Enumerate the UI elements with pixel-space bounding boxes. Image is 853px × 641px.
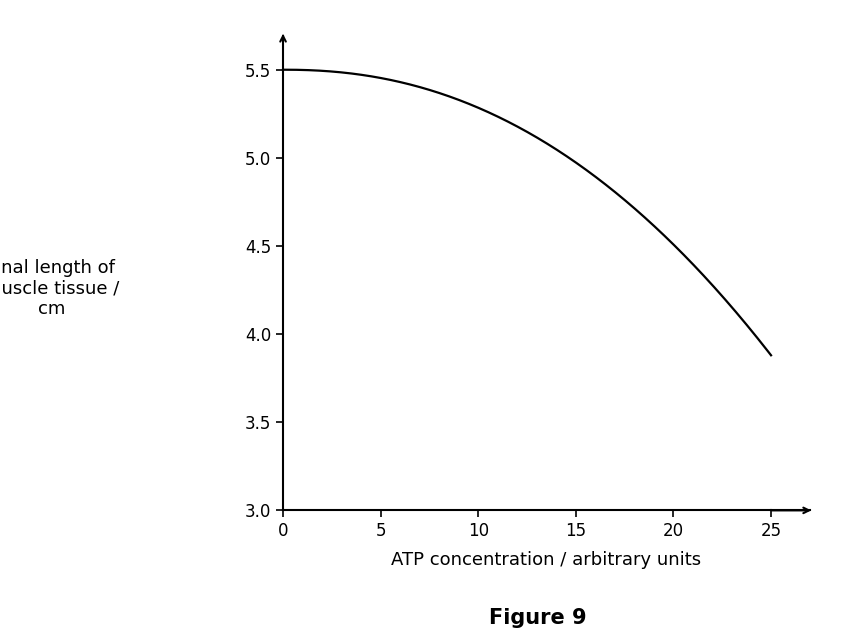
Text: Figure 9: Figure 9 [489,608,586,628]
Text: Final length of
muscle tissue /
cm: Final length of muscle tissue / cm [0,259,119,318]
X-axis label: ATP concentration / arbitrary units: ATP concentration / arbitrary units [391,551,701,569]
